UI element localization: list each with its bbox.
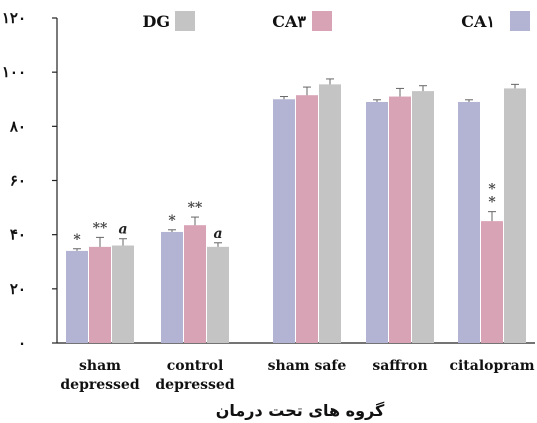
bar	[112, 245, 134, 343]
x-axis: sham depressed control depressed sham safe sa…	[60, 358, 534, 393]
y-tick-label: ۸۰	[9, 117, 26, 135]
y-tick-label: ۰	[18, 334, 26, 352]
significance-label: a	[213, 226, 222, 242]
x-tick-label: saffron	[372, 358, 427, 374]
y-axis: ۰ ۲۰ ۴۰ ۶۰ ۸۰ ۱۰۰ ۱۲۰	[2, 9, 535, 352]
bar	[296, 95, 318, 343]
bar	[89, 246, 111, 343]
significance-label: *	[488, 182, 496, 198]
y-tick-label: ۴۰	[10, 226, 26, 244]
x-axis-title: گروه های تحت درمان	[216, 401, 385, 420]
x-tick-label: depressed	[60, 377, 139, 393]
legend-swatch	[510, 11, 530, 31]
significance-label: **	[188, 200, 203, 216]
legend-label: CA۳	[272, 12, 306, 31]
significance-label: a	[118, 222, 127, 238]
bar	[273, 99, 295, 343]
bar	[458, 101, 480, 343]
x-tick-label: depressed	[155, 377, 234, 393]
bar	[366, 101, 388, 343]
y-tick-label: ۱۲۰	[2, 9, 26, 27]
significance-label: *	[168, 213, 176, 229]
x-tick-label: sham safe	[268, 358, 347, 374]
y-tick-label: ۱۰۰	[2, 63, 26, 81]
legend-label: DG	[142, 12, 170, 31]
plot-area: *** a***a**	[66, 78, 526, 344]
x-tick-label: control	[167, 358, 224, 374]
bar	[184, 225, 206, 343]
y-tick-label: ۶۰	[10, 172, 26, 190]
bar	[412, 91, 434, 343]
bar	[207, 246, 229, 343]
legend: DG CA۳ CA۱	[142, 11, 530, 31]
significance-label: *	[73, 232, 81, 248]
legend-label: CA۱	[461, 12, 495, 31]
legend-swatch	[175, 11, 195, 31]
x-tick-label: sham	[79, 358, 121, 374]
bar	[389, 96, 411, 344]
significance-label: **	[93, 220, 108, 236]
x-tick-label: citalopram	[449, 358, 534, 374]
bar	[66, 250, 88, 343]
bar	[481, 221, 503, 343]
bar	[161, 231, 183, 343]
bar	[504, 88, 526, 344]
significance-label: *	[488, 195, 496, 211]
legend-swatch	[312, 11, 332, 31]
bar	[319, 84, 341, 344]
y-tick-label: ۲۰	[10, 280, 26, 298]
